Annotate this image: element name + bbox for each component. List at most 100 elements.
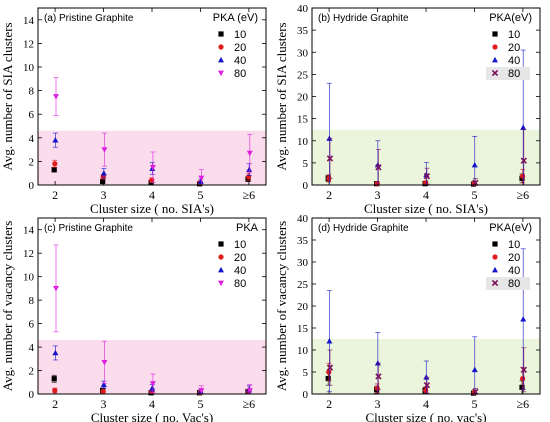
legend-marker: [492, 266, 498, 273]
legend-marker: [491, 69, 499, 77]
y-tick-label: 35: [297, 25, 309, 37]
data-point-stroke-b: [375, 164, 382, 171]
panel-2: 0 5 10 15 20 25 30 35 40 2 3 4 5 ≥6 (b) Hydride Graphi…: [274, 3, 541, 216]
legend-marker: [218, 266, 224, 273]
x-tick-label: 5: [471, 397, 477, 411]
x-tick-label: 2: [326, 397, 332, 411]
legend-label: 80: [508, 68, 520, 80]
data-point: [326, 364, 334, 371]
plot-frame: [311, 7, 541, 186]
y-tick-label: 6: [29, 109, 35, 121]
data-point: [197, 178, 204, 184]
legend-marker: [218, 31, 224, 37]
legend-label: 40: [508, 55, 520, 67]
y-tick-label: 5: [303, 367, 309, 379]
x-axis-label: Cluster size ( no. vac's): [365, 410, 486, 422]
y-tick-label: 30: [297, 257, 309, 269]
legend-marker: [491, 279, 499, 287]
data-point: [149, 177, 155, 183]
data-point: [52, 161, 58, 167]
y-tick-label: 10: [23, 272, 35, 284]
data-point: [53, 94, 59, 100]
data-point-stroke-b: [520, 157, 527, 164]
data-point: [423, 387, 429, 394]
legend-label: 40: [234, 55, 246, 67]
legend-marker-stroke-b: [491, 69, 499, 77]
data-point-stroke-b: [326, 364, 334, 371]
y-axis-label: Avg. number of vacancy clusters: [0, 221, 15, 392]
panel-title: (a) Pristine Graphite: [44, 13, 134, 24]
data-point-stroke-b: [326, 155, 334, 162]
data-point: [375, 373, 382, 380]
legend-title: PKA(eV): [489, 222, 532, 234]
panel-title: (d) Hydride Graphite: [318, 223, 409, 234]
legend-label: 20: [234, 252, 246, 264]
data-point-stroke-b: [423, 382, 431, 389]
data-point: [326, 135, 333, 141]
data-point: [101, 147, 108, 153]
x-tick-label: 4: [149, 397, 155, 411]
legend-marker: [492, 44, 498, 50]
panel-3: 0 2 4 6 8 10 12 14 2 3 4 5 ≥6 (c) Pristine Graphite Cl…: [0, 217, 267, 422]
x-tick-label: 3: [375, 188, 381, 202]
panel-title: (b) Hydride Graphite: [318, 13, 409, 24]
legend-label: 10: [508, 29, 520, 41]
legend-marker: [492, 56, 498, 63]
legend-label: 80: [508, 278, 520, 290]
y-tick-label: 6: [29, 319, 35, 331]
y-tick-label: 10: [297, 136, 309, 148]
y-tick-label: 40: [297, 213, 309, 225]
data-point: [149, 164, 156, 171]
series-80: [53, 244, 253, 395]
legend-label: 80: [234, 68, 246, 80]
y-tick-label: 8: [29, 86, 35, 98]
legend-label: 80: [234, 278, 246, 290]
y-axis-label: Avg. number of SIA clusters: [0, 22, 15, 170]
x-axis-label: Cluster size ( no. Vac's): [91, 410, 213, 422]
legend-label: 20: [234, 42, 246, 54]
y-tick-label: 0: [29, 389, 35, 401]
data-point: [51, 376, 57, 382]
data-point: [198, 175, 205, 182]
legend-marker: [218, 241, 224, 247]
data-point: [100, 178, 106, 185]
x-tick-label: ≥6: [517, 188, 530, 202]
legend-marker: [218, 70, 224, 77]
legend-marker: [492, 241, 498, 247]
y-tick-label: 30: [297, 47, 309, 59]
data-point: [520, 157, 527, 164]
data-point: [51, 167, 57, 173]
x-tick-label: 3: [101, 397, 107, 411]
x-tick-label: 5: [197, 188, 203, 202]
y-tick-label: 8: [29, 295, 35, 307]
x-tick-label: 5: [471, 188, 477, 202]
panel-4: 0 5 10 15 20 25 30 35 40 2 3 4 5 ≥6 (d) Hydride Graphi…: [274, 213, 541, 422]
data-point: [520, 316, 527, 322]
data-point: [100, 170, 107, 176]
data-point: [374, 360, 381, 366]
y-tick-label: 4: [29, 133, 35, 145]
y-tick-label: 0: [303, 180, 309, 192]
y-tick-label: 25: [297, 69, 309, 81]
legend-title: PKA: [236, 222, 259, 234]
data-point-stroke-b: [375, 373, 382, 380]
legend-title: PKA(eV): [489, 12, 532, 24]
data-point: [101, 359, 108, 366]
data-point: [246, 150, 253, 157]
x-axis-label: Cluster size ( no. SIA's): [364, 201, 488, 216]
y-tick-label: 10: [23, 62, 35, 74]
x-tick-label: 5: [197, 397, 203, 411]
data-point: [520, 366, 527, 373]
y-tick-label: 20: [297, 301, 309, 313]
y-tick-label: 12: [23, 38, 34, 50]
y-tick-label: 2: [29, 156, 35, 168]
data-point: [326, 369, 332, 375]
x-tick-label: 2: [52, 188, 58, 202]
y-tick-label: 35: [297, 235, 309, 247]
x-tick-label: 2: [52, 397, 58, 411]
data-point: [52, 349, 59, 356]
y-tick-label: 0: [29, 180, 35, 192]
data-point: [520, 124, 527, 130]
